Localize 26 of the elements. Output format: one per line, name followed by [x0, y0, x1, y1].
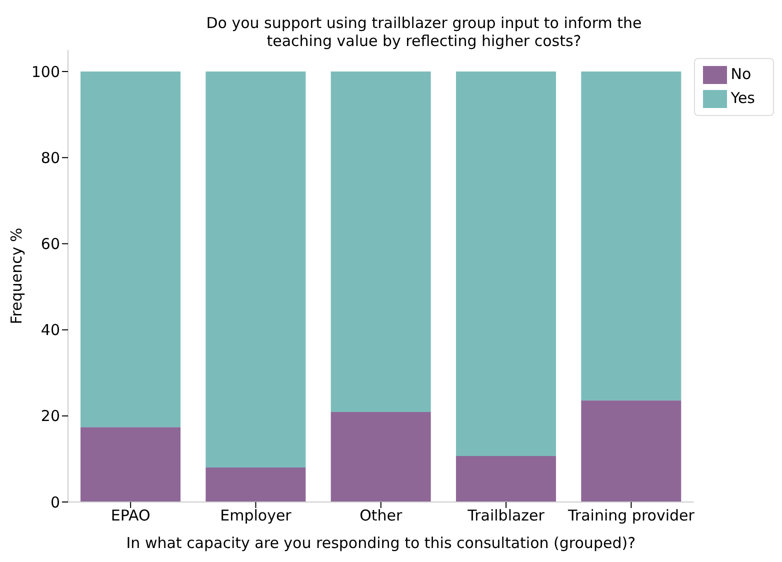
x-axis-title: In what capacity are you responding to this consultation (grouped)? — [126, 534, 636, 552]
bar — [330, 72, 431, 412]
bar — [80, 72, 181, 428]
bar — [581, 400, 682, 502]
y-tick-label: 60 — [40, 235, 60, 254]
y-tick-label: 40 — [40, 321, 60, 340]
bar — [456, 456, 556, 502]
legend-label: Yes — [730, 89, 755, 108]
y-tick-label: 0 — [50, 493, 60, 512]
bar — [80, 427, 181, 502]
x-tick-label: Other — [360, 506, 404, 525]
bar — [330, 412, 431, 502]
bar — [206, 468, 306, 502]
bar — [581, 72, 682, 400]
legend-label: No — [730, 65, 752, 84]
bar — [206, 72, 306, 468]
chart-title: Do you support using trailblazer group input to inform the teaching value by reflecting higher costs? — [205, 14, 643, 50]
y-tick-label: 20 — [40, 407, 60, 426]
y-tick-label: 100 — [31, 62, 60, 81]
x-tick-label: Employer — [220, 506, 292, 525]
x-tick-label: Trailblazer — [466, 506, 546, 525]
x-tick-label: Training provider — [566, 506, 696, 525]
x-tick-label: EPAO — [110, 506, 150, 525]
y-tick-label: 80 — [40, 148, 60, 167]
bar — [456, 72, 556, 456]
y-axis-title: Frequency % — [7, 228, 26, 324]
